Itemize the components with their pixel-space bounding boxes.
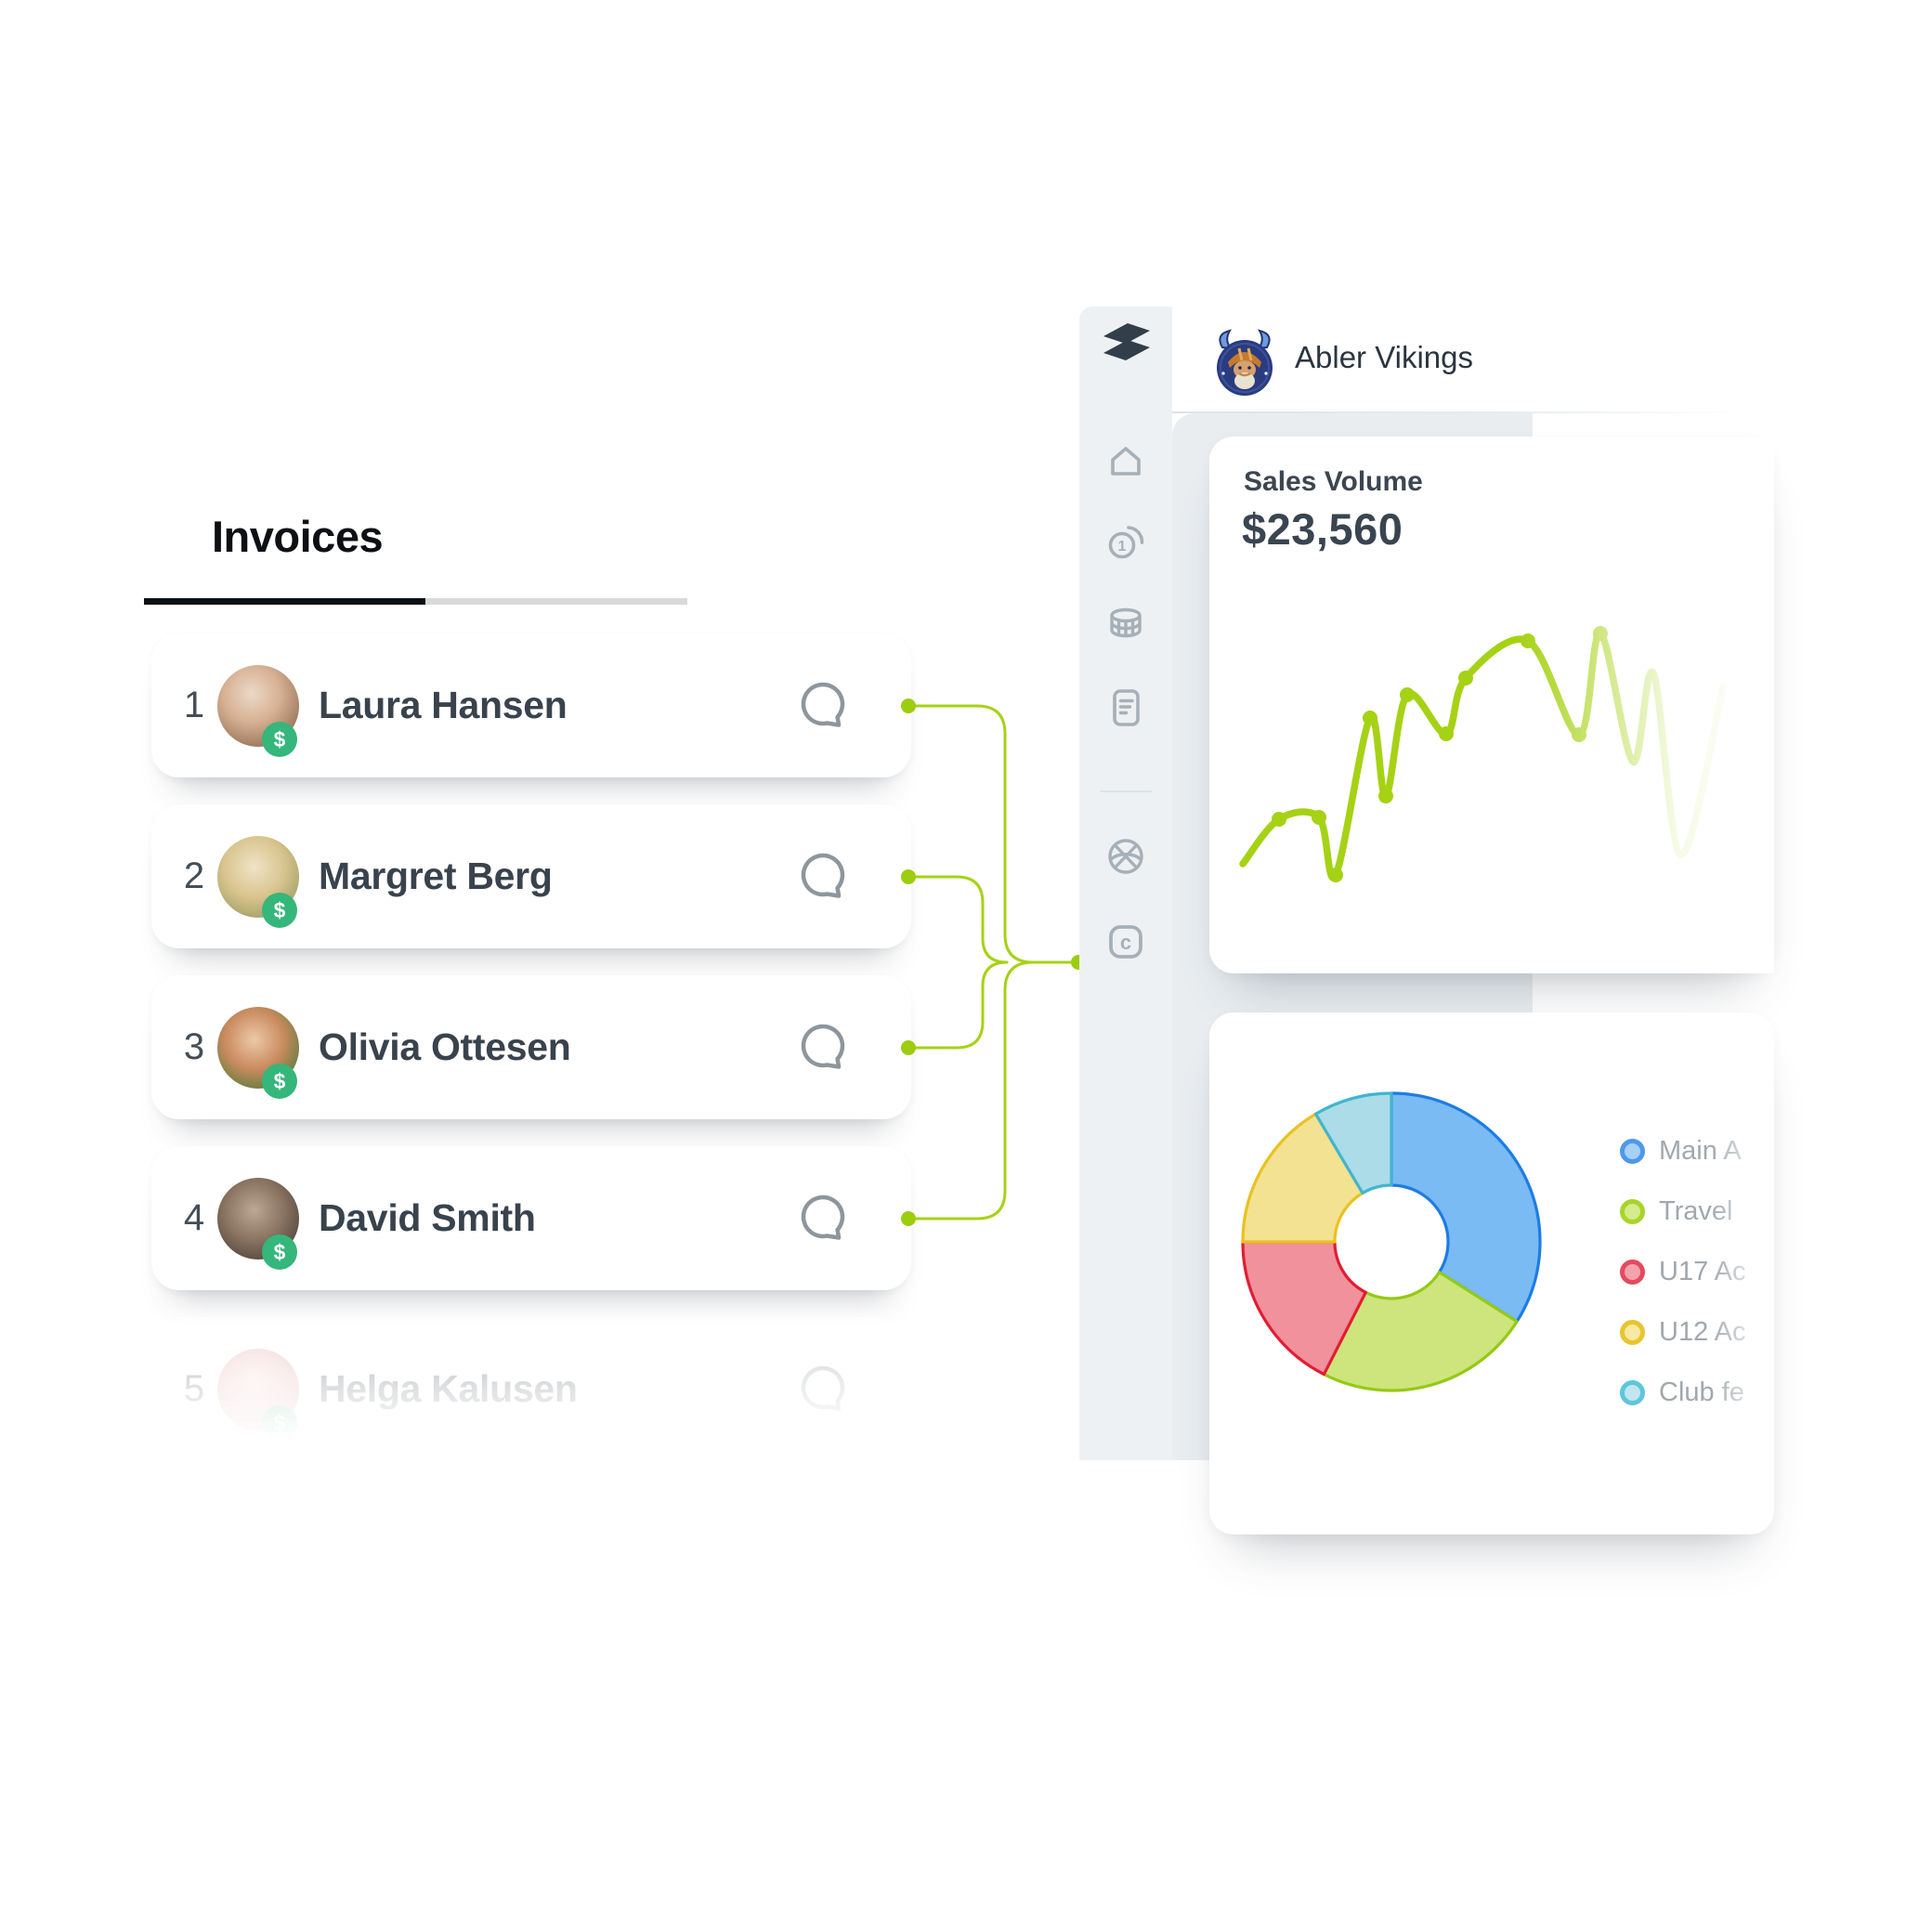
legend-label: Main A bbox=[1659, 1136, 1742, 1166]
row-number: 2 bbox=[183, 855, 205, 896]
database-icon[interactable] bbox=[1103, 602, 1148, 646]
member-name: Margret Berg bbox=[319, 855, 553, 897]
chat-button[interactable] bbox=[792, 1188, 854, 1249]
chat-button[interactable] bbox=[792, 675, 854, 737]
row-number: 3 bbox=[183, 1026, 205, 1067]
sales-volume-card: Sales Volume $23,560 bbox=[1209, 437, 1774, 973]
active-tab-indicator bbox=[144, 598, 425, 605]
paid-badge: $ bbox=[262, 1234, 297, 1270]
page-title: Invoices bbox=[212, 512, 384, 561]
legend-item: Travel bbox=[1620, 1196, 1780, 1226]
legend-label: Club fe bbox=[1659, 1377, 1744, 1407]
sidebar-divider bbox=[1100, 790, 1152, 792]
app-logo-icon bbox=[1103, 323, 1150, 360]
chat-button[interactable] bbox=[792, 846, 854, 907]
home-icon[interactable] bbox=[1103, 439, 1148, 484]
paid-badge: $ bbox=[262, 1405, 297, 1441]
paid-badge: $ bbox=[262, 722, 297, 757]
legend-item: U12 Ac bbox=[1620, 1317, 1780, 1347]
document-icon[interactable] bbox=[1103, 685, 1148, 730]
row-number: 4 bbox=[183, 1197, 205, 1238]
donut-legend: Main A Travel U17 Ac U12 Ac Club fe bbox=[1620, 1136, 1780, 1441]
invoice-row-2[interactable]: 2 $ Margret Berg bbox=[151, 804, 911, 948]
legend-swatch-blue bbox=[1620, 1139, 1645, 1164]
legend-label: U17 Ac bbox=[1659, 1257, 1746, 1286]
coin-icon[interactable]: 1 bbox=[1103, 519, 1148, 564]
chat-bubble-icon bbox=[801, 1024, 845, 1069]
legend-item: U17 Ac bbox=[1620, 1257, 1780, 1286]
basketball-icon[interactable] bbox=[1103, 834, 1148, 879]
paid-badge: $ bbox=[262, 893, 297, 928]
team-logo-viking-icon bbox=[1217, 329, 1273, 396]
sales-volume-label: Sales Volume bbox=[1244, 466, 1423, 497]
row-number: 1 bbox=[183, 685, 205, 725]
chat-bubble-icon bbox=[801, 1365, 845, 1411]
row-number: 5 bbox=[183, 1368, 205, 1409]
invoice-row-4[interactable]: 4 $ David Smith bbox=[151, 1146, 911, 1290]
sidebar bbox=[1079, 307, 1172, 1460]
invoice-row-5[interactable]: 5 $ Helga Kalusen bbox=[151, 1317, 911, 1461]
svg-text:1: 1 bbox=[1118, 539, 1127, 555]
sales-volume-value: $23,560 bbox=[1242, 504, 1403, 554]
chart-fade-overlay bbox=[1520, 437, 1774, 973]
member-name: Olivia Ottesen bbox=[319, 1025, 571, 1068]
donut-chart bbox=[1241, 1091, 1542, 1392]
member-name: Helga Kalusen bbox=[319, 1367, 578, 1410]
chat-button[interactable] bbox=[792, 1359, 854, 1420]
c-badge-icon[interactable]: c bbox=[1103, 920, 1148, 964]
member-name: Laura Hansen bbox=[319, 684, 568, 726]
legend-item: Club fe bbox=[1620, 1377, 1780, 1407]
chat-button[interactable] bbox=[792, 1017, 854, 1078]
svg-text:c: c bbox=[1120, 931, 1131, 954]
header-divider bbox=[1172, 411, 1746, 413]
legend-swatch-green bbox=[1620, 1199, 1645, 1224]
legend-swatch-red bbox=[1620, 1260, 1645, 1285]
legend-item: Main A bbox=[1620, 1136, 1780, 1166]
chat-bubble-icon bbox=[801, 682, 845, 727]
legend-swatch-cyan bbox=[1620, 1380, 1645, 1405]
legend-label: U12 Ac bbox=[1659, 1317, 1746, 1347]
paid-badge: $ bbox=[262, 1064, 297, 1099]
invoice-row-1[interactable]: 1 $ Laura Hansen bbox=[151, 633, 911, 777]
member-name: David Smith bbox=[319, 1196, 536, 1239]
team-name: Abler Vikings bbox=[1295, 340, 1473, 374]
invoices-tabbar bbox=[144, 598, 687, 605]
chat-bubble-icon bbox=[801, 1194, 845, 1240]
legend-swatch-yellow bbox=[1620, 1320, 1645, 1345]
budget-donut-card: Main A Travel U17 Ac U12 Ac Club fe bbox=[1209, 1012, 1774, 1534]
legend-label: Travel bbox=[1659, 1196, 1733, 1226]
invoice-row-3[interactable]: 3 $ Olivia Ottesen bbox=[151, 975, 911, 1119]
chat-bubble-icon bbox=[801, 853, 845, 898]
